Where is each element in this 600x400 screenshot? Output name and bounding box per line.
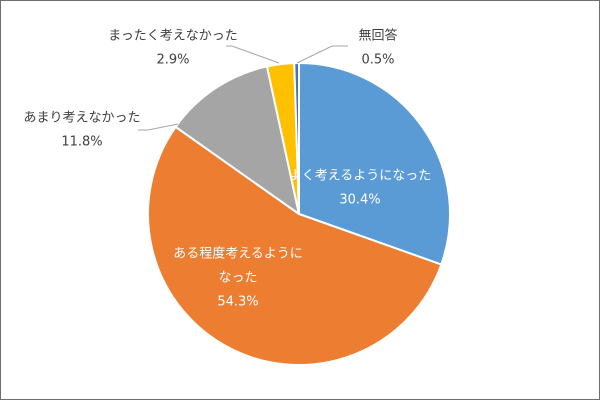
data-label-2: ある程度考えるようになった 54.3% — [173, 246, 303, 310]
slice-category-label: まったく考えなかった — [108, 29, 237, 44]
data-labels: よく考えるようになった 30.4% ある程度考えるようになった 54.3% あまり考えな… — [23, 28, 431, 310]
pie-slice-1 — [298, 62, 451, 266]
pie-slice-3 — [174, 65, 300, 215]
slice-value-label: 30.4% — [339, 193, 380, 208]
slice-value-label: 11.8% — [61, 135, 102, 150]
pie-slices — [147, 61, 451, 366]
slice-value-label: 2.9% — [156, 53, 189, 68]
pie-slice-2 — [147, 125, 443, 366]
pie-slice-5 — [293, 61, 300, 215]
data-label-1: よく考えるようになった 30.4% — [289, 169, 432, 208]
leader-lines — [138, 45, 348, 131]
leader-line-4 — [226, 45, 280, 64]
data-label-4: まったく考えなかった 2.9% — [108, 29, 237, 68]
data-label-5: 無回答 0.5% — [358, 28, 397, 68]
slice-category-label: あまり考えなかった — [23, 111, 140, 126]
slice-value-label: 0.5% — [361, 53, 394, 68]
data-label-3: あまり考えなかった 11.8% — [23, 111, 140, 150]
slice-category-label: なった — [218, 271, 257, 286]
slice-category-label: よく考えるようになった — [289, 169, 432, 184]
slice-category-label: 無回答 — [358, 28, 397, 44]
leader-line-3 — [138, 123, 179, 131]
slice-value-label: 54.3% — [217, 295, 258, 310]
slice-category-label: ある程度考えるように — [173, 246, 303, 262]
leader-line-5 — [296, 45, 348, 64]
